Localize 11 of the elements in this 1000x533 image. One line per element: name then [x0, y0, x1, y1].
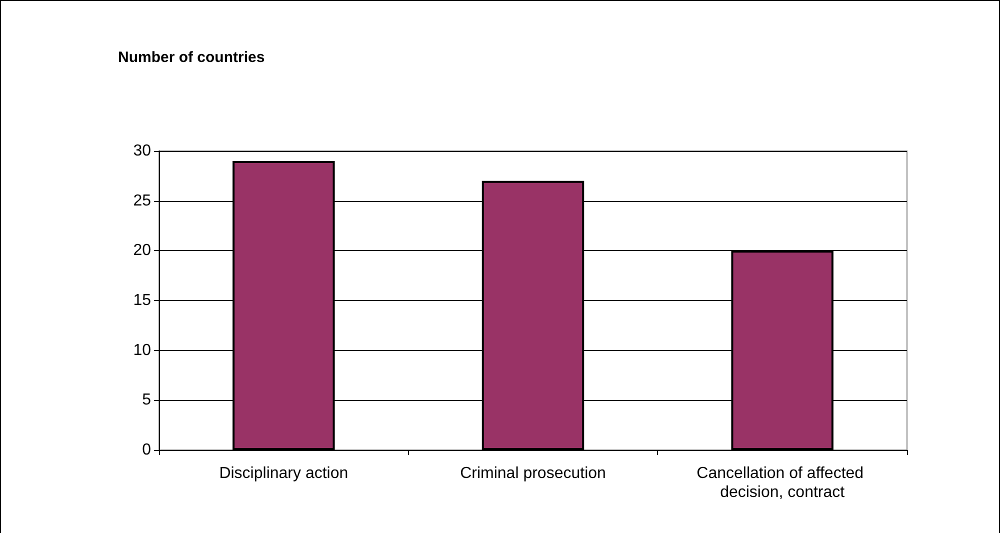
chart-title: Number of countries — [118, 49, 265, 66]
y-tick-label: 0 — [142, 442, 152, 458]
y-tick-label: 30 — [133, 142, 152, 160]
y-tick-label: 10 — [133, 342, 152, 359]
x-tick-label: Cancellation of affected decision, contract — [696, 465, 868, 501]
x-tick-label: Criminal prosecution — [460, 465, 606, 482]
y-tick-label: 5 — [142, 392, 152, 409]
y-tick-label: 15 — [133, 292, 152, 309]
y-tick-label: 20 — [133, 242, 152, 260]
x-tick-label: Disciplinary action — [219, 465, 348, 482]
y-tick-label: 25 — [133, 192, 152, 210]
